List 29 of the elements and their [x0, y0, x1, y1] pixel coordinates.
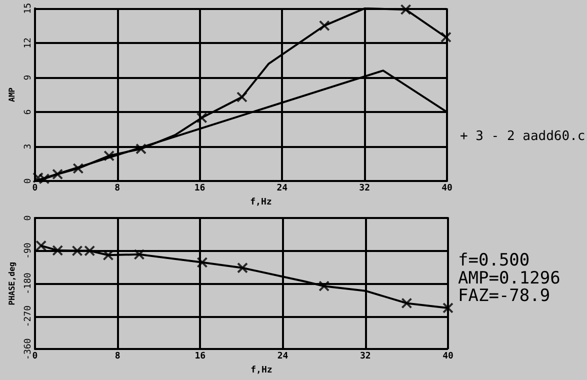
text: + 3 - 2 aadd60.c: [460, 129, 586, 144]
x-tick-label: 8: [114, 352, 120, 362]
x-tick-label: 24: [276, 184, 288, 194]
x-tick-label: 24: [277, 352, 289, 362]
x-tick-label: 40: [442, 352, 454, 362]
x-tick-label: 8: [114, 184, 120, 194]
y-tick-label: 9: [23, 74, 34, 80]
x-tick-label: 16: [194, 184, 206, 194]
y-tick-label: 6: [23, 109, 34, 115]
x-tick-label: 32: [360, 352, 371, 362]
y-tick-label: -360: [23, 338, 34, 360]
y-tick-label: 3: [23, 144, 34, 150]
text: f=0.500: [458, 250, 530, 270]
y-tick-label: 12: [23, 38, 34, 48]
y-axis-title: PHASE,deg: [8, 262, 16, 306]
y-tick-label: -90: [23, 242, 34, 259]
y-tick-label: 15: [23, 2, 34, 14]
text: AMP=0.1296: [458, 268, 560, 288]
y-tick-label: 0: [23, 178, 34, 184]
x-axis-title: f,Hz: [250, 198, 272, 208]
y-axis-title: AMP: [8, 87, 16, 102]
x-tick-label: 16: [194, 352, 206, 362]
x-tick-label: 40: [442, 184, 452, 194]
x-axis-title: f,Hz: [250, 366, 272, 376]
y-tick-label: -180: [23, 272, 34, 294]
x-tick-label: 32: [359, 184, 370, 194]
y-tick-label: 0: [23, 215, 34, 221]
y-tick-label: -270: [23, 305, 34, 328]
text: FAZ=-78.9: [458, 286, 550, 306]
